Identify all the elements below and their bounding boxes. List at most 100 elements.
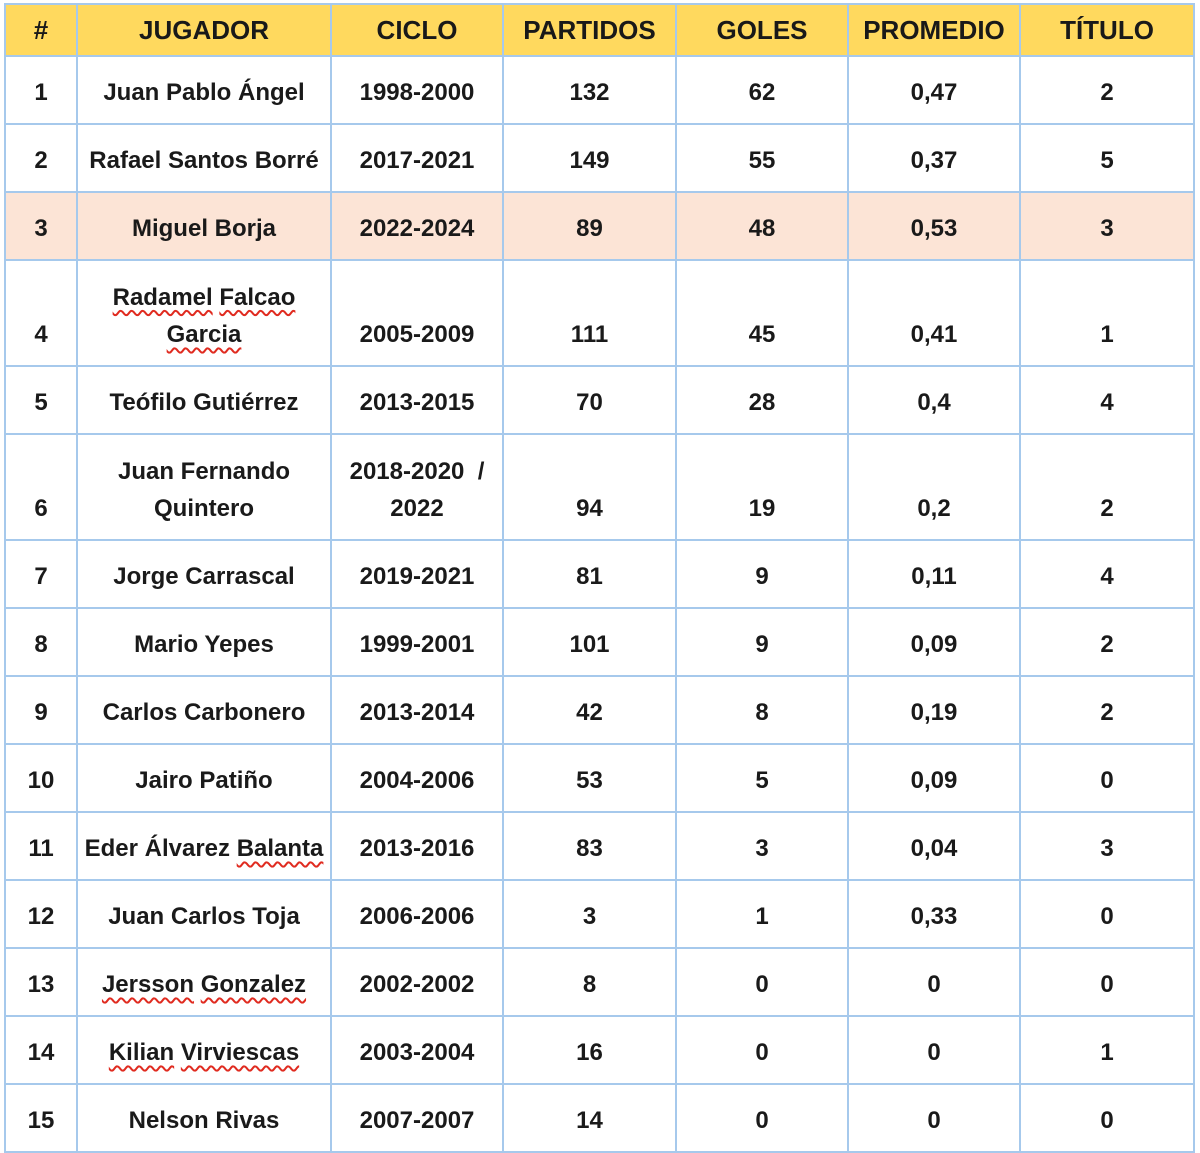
cell-matches: 8 <box>502 947 677 1017</box>
table-row: 13 Jersson Gonzalez 2002-2002 8 0 0 0 <box>4 947 1195 1017</box>
cell-rank: 14 <box>4 1015 78 1085</box>
table-row: 5 Teófilo Gutiérrez 2013-2015 70 28 0,4 4 <box>4 365 1195 435</box>
cell-name: Radamel Falcao Garcia <box>76 259 332 367</box>
cell-titles: 2 <box>1019 607 1195 677</box>
column-header-goals: GOLES <box>675 3 849 57</box>
column-header-name: JUGADOR <box>76 3 332 57</box>
cell-goals: 9 <box>675 539 849 609</box>
cell-cycle: 2017-2021 <box>330 123 504 193</box>
cell-titles: 4 <box>1019 539 1195 609</box>
header-row: # JUGADOR CICLO PARTIDOS GOLES PROMEDIO TÍTULO <box>4 3 1195 57</box>
cell-goals: 8 <box>675 675 849 745</box>
cell-goals: 48 <box>675 191 849 261</box>
cell-rank: 13 <box>4 947 78 1017</box>
cell-average: 0,2 <box>847 433 1021 541</box>
cell-rank: 9 <box>4 675 78 745</box>
cell-titles: 0 <box>1019 947 1195 1017</box>
cell-cycle: 2003-2004 <box>330 1015 504 1085</box>
cell-average: 0,4 <box>847 365 1021 435</box>
cell-titles: 4 <box>1019 365 1195 435</box>
cell-goals: 1 <box>675 879 849 949</box>
cell-matches: 42 <box>502 675 677 745</box>
cell-name: Jersson Gonzalez <box>76 947 332 1017</box>
cell-rank: 7 <box>4 539 78 609</box>
cell-name: Kilian Virviescas <box>76 1015 332 1085</box>
cell-rank: 12 <box>4 879 78 949</box>
cell-name: Mario Yepes <box>76 607 332 677</box>
cell-matches: 14 <box>502 1083 677 1153</box>
cell-name: Jairo Patiño <box>76 743 332 813</box>
cell-goals: 5 <box>675 743 849 813</box>
cell-goals: 3 <box>675 811 849 881</box>
table-row: 10 Jairo Patiño 2004-2006 53 5 0,09 0 <box>4 743 1195 813</box>
cell-matches: 132 <box>502 55 677 125</box>
cell-name: Rafael Santos Borré <box>76 123 332 193</box>
table-header: # JUGADOR CICLO PARTIDOS GOLES PROMEDIO TÍTULO <box>4 3 1195 57</box>
cell-rank: 4 <box>4 259 78 367</box>
table-row: 15 Nelson Rivas 2007-2007 14 0 0 0 <box>4 1083 1195 1153</box>
cell-titles: 2 <box>1019 433 1195 541</box>
cell-name: Eder Álvarez Balanta <box>76 811 332 881</box>
table-row: 11 Eder Álvarez Balanta 2013-2016 83 3 0,04 3 <box>4 811 1195 881</box>
column-header-titles: TÍTULO <box>1019 3 1195 57</box>
cell-name: Juan Carlos Toja <box>76 879 332 949</box>
misspelled-word: Balanta <box>236 834 324 862</box>
cell-matches: 70 <box>502 365 677 435</box>
cell-name: Teófilo Gutiérrez <box>76 365 332 435</box>
table-row: 3 Miguel Borja 2022-2024 89 48 0,53 3 <box>4 191 1195 261</box>
cell-average: 0,41 <box>847 259 1021 367</box>
cell-cycle: 2019-2021 <box>330 539 504 609</box>
cell-name: Jorge Carrascal <box>76 539 332 609</box>
cell-titles: 0 <box>1019 743 1195 813</box>
cell-matches: 149 <box>502 123 677 193</box>
cell-goals: 55 <box>675 123 849 193</box>
cell-goals: 62 <box>675 55 849 125</box>
cell-name: Juan Fernando Quintero <box>76 433 332 541</box>
cell-goals: 28 <box>675 365 849 435</box>
cell-titles: 3 <box>1019 811 1195 881</box>
players-table: # JUGADOR CICLO PARTIDOS GOLES PROMEDIO TÍTULO… <box>4 3 1195 1153</box>
cell-matches: 83 <box>502 811 677 881</box>
cell-average: 0,09 <box>847 607 1021 677</box>
cell-cycle: 2006-2006 <box>330 879 504 949</box>
cell-average: 0,19 <box>847 675 1021 745</box>
misspelled-word: Radamel <box>112 283 213 311</box>
cell-name: Carlos Carbonero <box>76 675 332 745</box>
cell-rank: 6 <box>4 433 78 541</box>
table-row: 8 Mario Yepes 1999-2001 101 9 0,09 2 <box>4 607 1195 677</box>
cell-cycle: 2013-2014 <box>330 675 504 745</box>
cell-cycle: 1999-2001 <box>330 607 504 677</box>
cell-cycle: 2022-2024 <box>330 191 504 261</box>
cell-cycle: 2004-2006 <box>330 743 504 813</box>
cell-rank: 10 <box>4 743 78 813</box>
table-body: 1 Juan Pablo Ángel 1998-2000 132 62 0,47 2 2 Raf… <box>4 55 1195 1153</box>
cell-rank: 8 <box>4 607 78 677</box>
misspelled-word: Garcia <box>166 320 242 348</box>
cell-average: 0,09 <box>847 743 1021 813</box>
cell-goals: 0 <box>675 947 849 1017</box>
cell-matches: 101 <box>502 607 677 677</box>
cell-matches: 111 <box>502 259 677 367</box>
cell-average: 0 <box>847 1083 1021 1153</box>
cell-matches: 94 <box>502 433 677 541</box>
misspelled-word: Jersson <box>101 970 195 998</box>
cell-matches: 3 <box>502 879 677 949</box>
cell-rank: 2 <box>4 123 78 193</box>
cell-cycle: 2002-2002 <box>330 947 504 1017</box>
cell-titles: 0 <box>1019 879 1195 949</box>
cell-average: 0,33 <box>847 879 1021 949</box>
cell-rank: 5 <box>4 365 78 435</box>
table-row: 1 Juan Pablo Ángel 1998-2000 132 62 0,47 2 <box>4 55 1195 125</box>
cell-goals: 45 <box>675 259 849 367</box>
cell-average: 0,37 <box>847 123 1021 193</box>
cell-average: 0,11 <box>847 539 1021 609</box>
misspelled-word: Kilian <box>108 1038 175 1066</box>
cell-name: Nelson Rivas <box>76 1083 332 1153</box>
cell-average: 0,47 <box>847 55 1021 125</box>
cell-titles: 3 <box>1019 191 1195 261</box>
misspelled-word: Falcao <box>219 283 296 311</box>
cell-matches: 81 <box>502 539 677 609</box>
cell-cycle: 1998-2000 <box>330 55 504 125</box>
table-row: 14 Kilian Virviescas 2003-2004 16 0 0 1 <box>4 1015 1195 1085</box>
cell-matches: 53 <box>502 743 677 813</box>
